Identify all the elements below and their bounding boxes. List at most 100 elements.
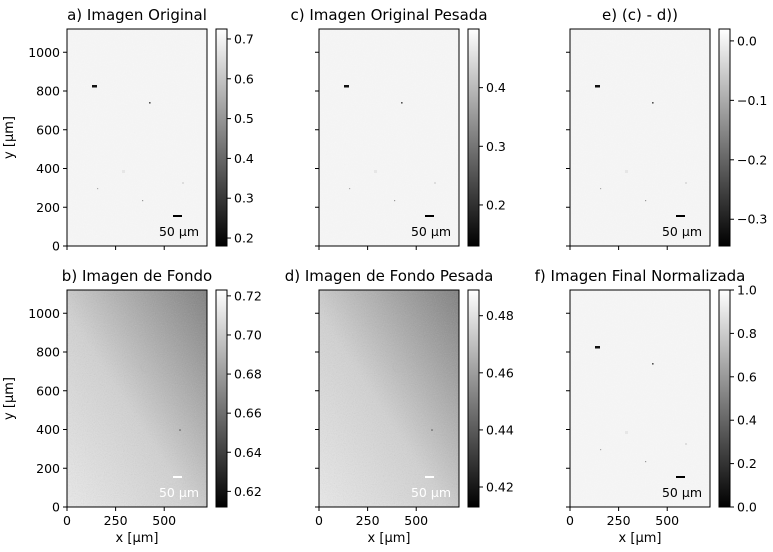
scalebar-line bbox=[173, 215, 182, 217]
panel-a: a) Imagen Original 50 µm 0 200 400 600 800 1000… bbox=[2, 6, 254, 254]
colorbar-tick-label: 0.8 bbox=[737, 326, 757, 341]
y-tick-label: 800 bbox=[36, 84, 60, 99]
speck bbox=[349, 188, 351, 190]
speck bbox=[149, 102, 151, 104]
image-grain bbox=[570, 290, 710, 507]
y-tick-label: 1000 bbox=[28, 306, 60, 321]
image-grain bbox=[319, 290, 459, 507]
speck bbox=[652, 363, 654, 365]
speck bbox=[122, 170, 125, 173]
speck bbox=[652, 102, 654, 104]
panel-title: d) Imagen de Fondo Pesada bbox=[285, 267, 494, 285]
colorbar-tick-label: 0.64 bbox=[234, 445, 262, 460]
scalebar-line bbox=[676, 215, 685, 217]
colorbar bbox=[467, 28, 480, 247]
panel-b: b) Imagen de Fondo 50 µm 0 200 400 600 800 1000… bbox=[2, 267, 262, 546]
colorbar-tick-label: 0.44 bbox=[486, 422, 514, 437]
axes-frame bbox=[318, 289, 460, 508]
speck bbox=[685, 182, 687, 184]
speck bbox=[434, 182, 436, 184]
panel-title: e) (c) - d)) bbox=[602, 6, 678, 24]
speck bbox=[600, 449, 602, 451]
colorbar-tick-label: 0.4 bbox=[234, 151, 254, 166]
speck bbox=[401, 102, 403, 104]
colorbar-tick-label: 0.6 bbox=[234, 71, 254, 86]
scalebar-label: 50 µm bbox=[159, 224, 199, 239]
colorbar-tick-label: −0.1 bbox=[737, 93, 767, 108]
speck bbox=[92, 85, 97, 88]
x-axis-label: x [µm] bbox=[368, 531, 411, 546]
image-grain bbox=[570, 29, 710, 246]
faint-ring bbox=[140, 361, 152, 373]
faint-ring bbox=[392, 361, 404, 373]
colorbar-tick-label: 0.2 bbox=[234, 231, 254, 246]
panel-f: f) Imagen Final Normalizada 50 µm 0 250 500 x… bbox=[535, 267, 757, 546]
x-tick-label: 250 bbox=[356, 513, 380, 528]
x-tick-label: 0 bbox=[63, 513, 71, 528]
axes-frame bbox=[569, 289, 711, 508]
colorbar bbox=[718, 289, 731, 508]
colorbar-tick-label: 0.48 bbox=[486, 308, 514, 323]
speck bbox=[595, 85, 600, 88]
scalebar-label: 50 µm bbox=[662, 485, 702, 500]
scalebar-label: 50 µm bbox=[411, 224, 451, 239]
colorbar-tick-label: 0.4 bbox=[737, 413, 757, 428]
image-grain bbox=[319, 29, 459, 246]
colorbar-tick-label: 0.46 bbox=[486, 365, 514, 380]
panel-c: c) Imagen Original Pesada 50 µm 0.2 0.3 0.4 bbox=[290, 6, 506, 250]
speck bbox=[182, 182, 184, 184]
speck bbox=[431, 429, 433, 431]
speck bbox=[645, 200, 647, 202]
y-axis-label: y [µm] bbox=[2, 116, 17, 159]
colorbar-tick-label: 0.62 bbox=[234, 484, 262, 499]
colorbar-tick-label: 0.0 bbox=[737, 33, 757, 48]
y-axis-label: y [µm] bbox=[2, 377, 17, 420]
colorbar-tick-label: 0.70 bbox=[234, 327, 262, 342]
colorbar-tick-label: 0.68 bbox=[234, 367, 262, 382]
colorbar-tick-label: 0.72 bbox=[234, 288, 262, 303]
scalebar-label: 50 µm bbox=[411, 485, 451, 500]
scalebar-line bbox=[425, 215, 434, 217]
scalebar-line bbox=[173, 476, 182, 478]
x-tick-label: 500 bbox=[152, 513, 176, 528]
speck bbox=[685, 443, 687, 445]
image-grain bbox=[67, 290, 207, 507]
colorbar bbox=[215, 289, 228, 508]
x-tick-label: 500 bbox=[655, 513, 679, 528]
y-tick-label: 600 bbox=[36, 383, 60, 398]
panel-title: f) Imagen Final Normalizada bbox=[535, 267, 746, 285]
colorbar-tick-label: 0.66 bbox=[234, 406, 262, 421]
colorbar bbox=[718, 28, 731, 247]
axes-frame bbox=[318, 28, 460, 247]
colorbar-tick-label: 0.42 bbox=[486, 480, 514, 495]
image-grain bbox=[67, 29, 207, 246]
speck bbox=[600, 188, 602, 190]
colorbar-tick-label: 0.5 bbox=[234, 111, 254, 126]
colorbar-tick-label: 0.6 bbox=[737, 369, 757, 384]
axes-frame bbox=[66, 289, 208, 508]
y-tick-label: 200 bbox=[36, 461, 60, 476]
colorbar-tick-label: 0.7 bbox=[234, 31, 254, 46]
panel-d: d) Imagen de Fondo Pesada 50 µm 0 250 500 x [… bbox=[285, 267, 514, 546]
colorbar-tick-label: −0.2 bbox=[737, 152, 767, 167]
scalebar-line bbox=[676, 476, 685, 478]
colorbar bbox=[467, 289, 480, 508]
speck bbox=[394, 200, 396, 202]
speck bbox=[595, 346, 600, 349]
panel-e: e) (c) - d)) 50 µm −0.3 −0.2 −0.1 0.0 bbox=[566, 6, 767, 250]
panel-title: c) Imagen Original Pesada bbox=[290, 6, 487, 24]
speck bbox=[625, 431, 628, 434]
speck bbox=[97, 188, 99, 190]
colorbar-tick-label: 1.0 bbox=[737, 283, 757, 298]
axes-frame bbox=[66, 28, 208, 247]
x-axis-label: x [µm] bbox=[116, 531, 159, 546]
colorbar-tick-label: 0.3 bbox=[234, 191, 254, 206]
y-tick-label: 800 bbox=[36, 345, 60, 360]
y-tick-label: 0 bbox=[52, 500, 60, 515]
panel-title: a) Imagen Original bbox=[67, 6, 207, 24]
colorbar-tick-label: −0.3 bbox=[737, 212, 767, 227]
scalebar-label: 50 µm bbox=[662, 224, 702, 239]
speck bbox=[344, 85, 349, 88]
y-tick-label: 400 bbox=[36, 422, 60, 437]
